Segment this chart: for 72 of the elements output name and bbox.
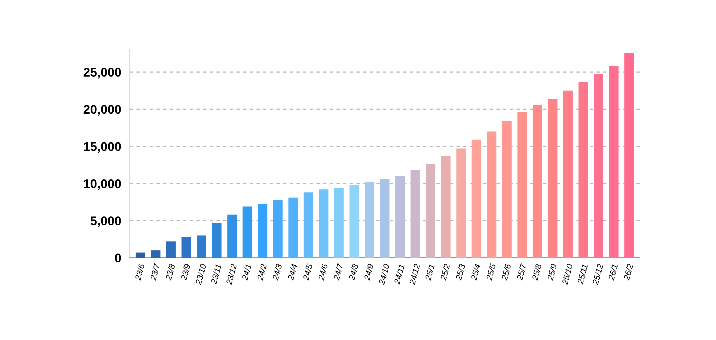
x-tick-label: 24/10 — [378, 264, 390, 286]
x-tick-label: 25/3 — [455, 264, 466, 281]
x-tick-label: 25/11 — [577, 264, 588, 285]
bar — [502, 121, 512, 258]
y-tick-label: 15,000 — [84, 142, 122, 154]
bar — [304, 192, 314, 258]
bar — [609, 66, 619, 258]
bar — [532, 104, 542, 258]
bar — [426, 164, 436, 258]
bar — [166, 242, 176, 258]
bar — [487, 132, 497, 258]
x-tick-label: 24/9 — [364, 264, 374, 281]
bar — [410, 170, 420, 258]
bar — [594, 74, 604, 258]
bar — [334, 188, 344, 258]
x-tick-label: 25/7 — [516, 263, 527, 281]
bar — [288, 198, 298, 258]
y-tick-label: 20,000 — [84, 105, 122, 116]
x-tick-label: 25/1 — [424, 264, 435, 281]
bar — [273, 200, 283, 258]
x-tick-label: 24/5 — [302, 264, 313, 281]
x-tick-label: 24/8 — [348, 264, 359, 281]
y-tick-label: 5,000 — [90, 216, 122, 228]
bar — [548, 99, 558, 258]
x-tick-label: 23/6 — [134, 264, 145, 281]
bar — [258, 204, 268, 258]
bar — [472, 140, 482, 258]
bar — [136, 252, 146, 258]
x-tick-label: 23/9 — [180, 264, 191, 281]
bar — [396, 176, 406, 258]
bar — [242, 206, 252, 258]
bar — [350, 185, 360, 258]
x-tick-label: 24/7 — [333, 263, 344, 281]
x-tick-label: 23/8 — [165, 264, 176, 281]
x-tick-label: 25/2 — [440, 264, 450, 281]
bar — [518, 112, 528, 258]
bar — [197, 236, 206, 258]
y-tick-label: 25,000 — [84, 68, 122, 79]
x-tick-label: 23/11 — [210, 264, 222, 285]
x-tick-label: 25/10 — [562, 264, 574, 286]
x-tick-label: 23/7 — [150, 263, 160, 281]
x-tick-label: 23/10 — [195, 264, 207, 286]
x-tick-label: 24/3 — [272, 264, 282, 281]
x-tick-label: 26/2 — [623, 264, 634, 281]
x-tick-label: 24/12 — [409, 264, 420, 286]
x-tick-label: 26/1 — [608, 264, 618, 281]
x-tick-label: 25/9 — [547, 264, 558, 281]
x-tick-label: 24/2 — [256, 264, 268, 281]
bar — [380, 179, 390, 258]
x-tick-label: 23/12 — [226, 264, 238, 286]
bar — [319, 190, 329, 258]
bar — [228, 214, 238, 258]
x-tick-label: 25/12 — [592, 264, 604, 286]
bar — [151, 250, 161, 258]
x-tick-label: 24/6 — [318, 264, 328, 281]
x-tick-label: 25/5 — [486, 264, 496, 281]
x-tick-label: 25/6 — [501, 264, 512, 281]
x-tick-label: 24/1 — [242, 264, 252, 281]
x-tick-label: 24/4 — [288, 264, 298, 281]
y-tick-label: 10,000 — [84, 180, 122, 190]
bar — [364, 182, 374, 258]
bar — [564, 90, 573, 258]
bar — [578, 82, 588, 258]
bar — [624, 52, 634, 258]
bar — [182, 237, 192, 258]
x-tick-label: 25/4 — [470, 264, 481, 281]
bar — [441, 156, 451, 258]
bar — [212, 223, 222, 258]
bar — [456, 148, 466, 258]
x-tick-label: 25/8 — [532, 264, 542, 281]
x-tick-label: 24/11 — [394, 264, 405, 285]
y-tick-label: 0 — [115, 254, 122, 263]
